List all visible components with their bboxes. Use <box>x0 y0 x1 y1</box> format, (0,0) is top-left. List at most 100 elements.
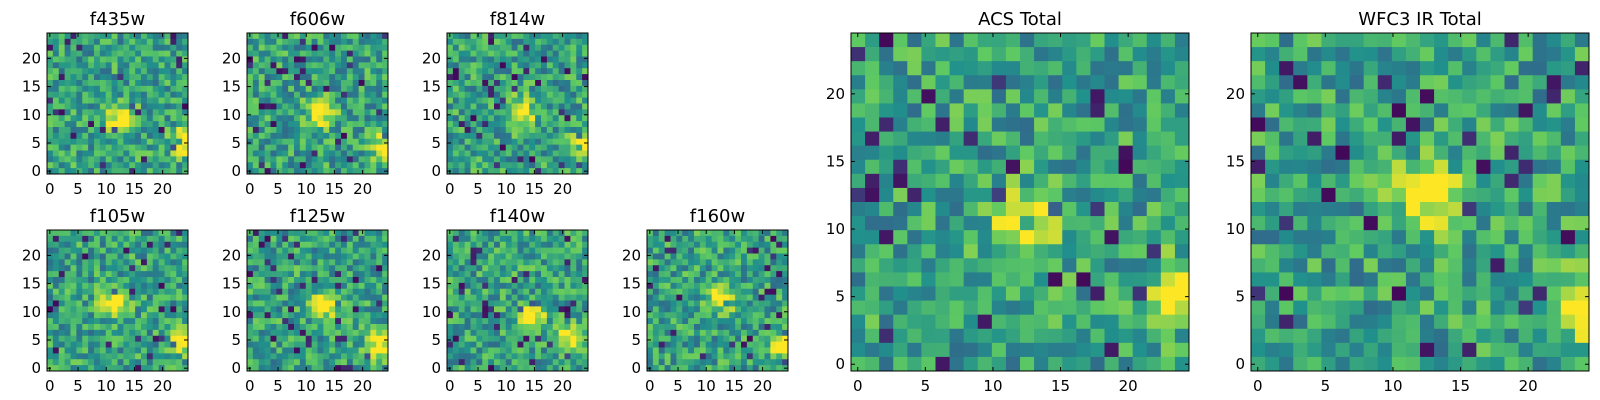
heatmap-cell <box>358 247 366 255</box>
heatmap-cell <box>358 359 366 366</box>
heatmap-cell <box>505 33 513 40</box>
heatmap-cell <box>752 318 760 325</box>
heatmap-cell <box>111 341 119 349</box>
heatmap-cell <box>258 127 266 134</box>
heatmap-cell <box>935 356 951 372</box>
heatmap-cell <box>1104 187 1120 203</box>
heatmap-cell <box>123 121 130 128</box>
heatmap-cell <box>746 235 754 243</box>
heatmap-cell <box>117 156 124 163</box>
heatmap-cell <box>705 324 713 331</box>
heatmap-cell <box>1174 173 1190 189</box>
heatmap-cell <box>511 33 519 40</box>
heatmap-cell <box>341 162 348 169</box>
heatmap-cell <box>511 115 519 122</box>
heatmap-cell <box>299 318 307 325</box>
heatmap-cell <box>264 74 272 81</box>
heatmap-cell <box>717 329 724 337</box>
heatmap-cell <box>546 56 554 63</box>
heatmap-cell <box>70 80 77 87</box>
y-tick-label: 10 <box>422 106 441 124</box>
heatmap-cell <box>146 329 154 337</box>
heatmap-cell <box>470 235 477 243</box>
heatmap-cell <box>1174 216 1190 231</box>
heatmap-cell <box>323 168 330 175</box>
heatmap-cell <box>647 312 654 319</box>
heatmap-cell <box>52 241 60 249</box>
heatmap-cell <box>276 306 283 313</box>
heatmap-cell <box>1146 356 1162 372</box>
heatmap-cells <box>851 33 1190 372</box>
heatmap-cell <box>741 365 748 372</box>
heatmap-cell <box>164 62 171 69</box>
heatmap-cell <box>176 300 183 307</box>
heatmap-cell <box>1104 300 1120 316</box>
heatmap-cell <box>346 68 354 75</box>
heatmap-cell <box>76 162 83 169</box>
heatmap-cell <box>1034 244 1049 259</box>
heatmap-cell <box>105 150 113 157</box>
heatmap-cell <box>682 306 689 313</box>
heatmap-cell <box>535 115 542 122</box>
heatmap-cell <box>511 132 519 140</box>
heatmap-cell <box>494 277 501 284</box>
heatmap-cell <box>58 80 66 87</box>
heatmap-cell <box>576 85 583 93</box>
heatmap-cell <box>76 365 83 372</box>
heatmap-cell <box>105 230 113 237</box>
heatmap-cell <box>452 33 460 40</box>
heatmap-cell <box>58 253 66 260</box>
heatmap-cell <box>711 306 719 313</box>
heatmap-cell <box>1160 131 1176 147</box>
heatmap-cell <box>1034 216 1049 231</box>
heatmap-cell <box>652 265 660 272</box>
heatmap-cell <box>146 109 154 116</box>
heatmap-cell <box>1174 61 1190 76</box>
heatmap-cell <box>523 144 530 152</box>
heatmap-cell <box>1160 202 1176 217</box>
heatmap-cell <box>329 127 336 134</box>
heatmap-cell <box>576 109 583 116</box>
heatmap-cell <box>770 353 777 360</box>
heatmap-cell <box>94 115 101 122</box>
heatmap-cell <box>52 300 60 307</box>
heatmap-cell <box>764 235 771 243</box>
heatmap-cell <box>1174 328 1190 344</box>
heatmap-cell <box>464 277 472 284</box>
heatmap-cell <box>88 329 95 337</box>
heatmap-cell <box>564 235 571 243</box>
heatmap-cell <box>758 300 766 307</box>
heatmap-cell <box>111 365 119 372</box>
heatmap-cell <box>88 138 95 146</box>
heatmap-cell <box>482 341 489 349</box>
heatmap-cell <box>546 324 554 331</box>
heatmap-cell <box>1349 47 1365 62</box>
heatmap-cell <box>652 329 660 337</box>
heatmap-cell <box>164 91 171 99</box>
heatmap-cell <box>546 300 554 307</box>
heatmap-cell <box>517 85 524 93</box>
heatmap-cell <box>664 329 672 337</box>
heatmap-cell <box>358 241 366 249</box>
heatmap-cell <box>452 44 460 52</box>
heatmap-cell <box>470 365 477 372</box>
heatmap-cell <box>141 33 148 40</box>
heatmap-cell <box>1160 258 1176 273</box>
heatmap-cell <box>523 56 530 63</box>
heatmap-cell <box>299 50 307 58</box>
heatmap-cell <box>1420 33 1435 48</box>
heatmap-cell <box>977 173 993 189</box>
heatmap-cell <box>170 306 177 313</box>
heatmap-cell <box>564 115 571 122</box>
heatmap-cell <box>963 47 979 62</box>
heatmap-cell <box>47 115 54 122</box>
heatmap-cell <box>1307 33 1322 48</box>
heatmap-cell <box>558 74 566 81</box>
heatmap-cell <box>647 329 654 337</box>
heatmap-cell <box>977 202 993 217</box>
heatmap-cell <box>182 74 189 81</box>
heatmap-cell <box>658 318 666 325</box>
heatmap-cell <box>552 62 560 69</box>
heatmap-cell <box>70 168 77 175</box>
heatmap-cell <box>494 121 501 128</box>
